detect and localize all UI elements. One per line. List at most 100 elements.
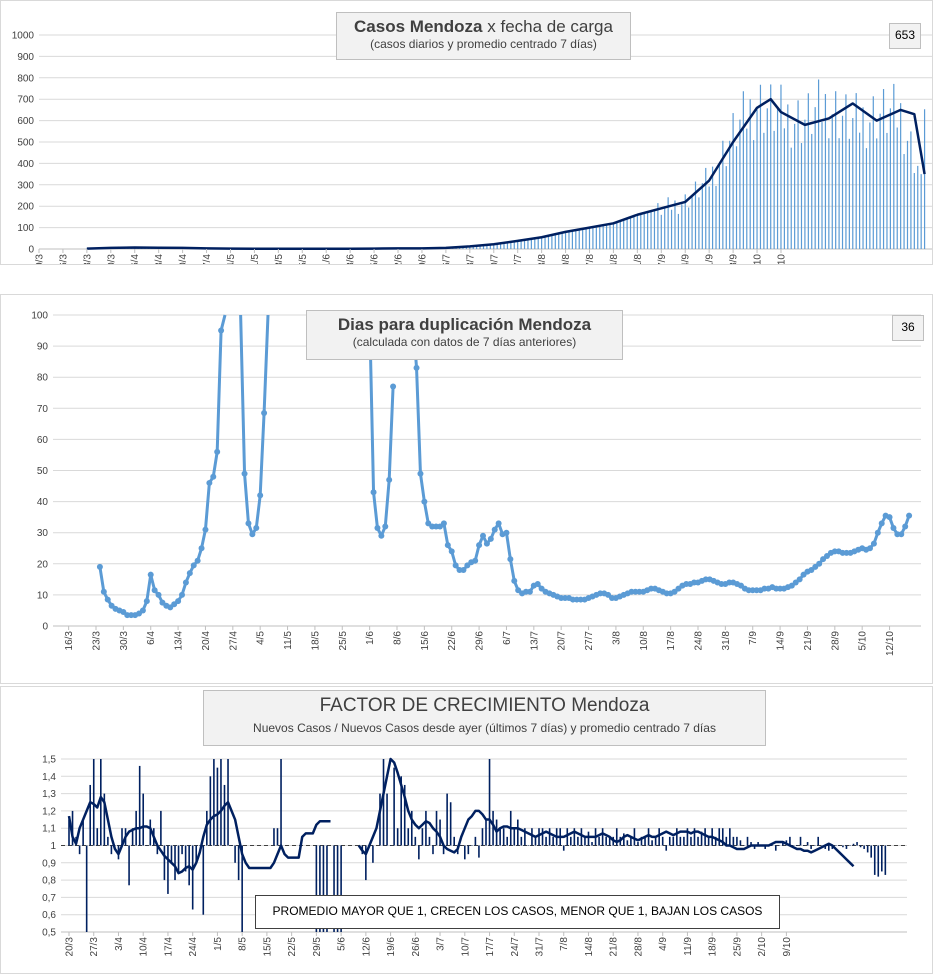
growth-daily-bar (803, 845, 805, 846)
growth-daily-bar (379, 793, 381, 846)
growth-daily-bar (665, 845, 668, 851)
growth-daily-bar (718, 828, 721, 846)
cases-daily-bar (564, 231, 567, 249)
cases-daily-bar (506, 241, 509, 249)
cases-daily-bar (544, 236, 546, 249)
cases-x-tick-label: 14/9 (681, 254, 692, 264)
cases-y-tick-label: 200 (17, 202, 34, 213)
cases-y-tick-label: 400 (17, 159, 34, 170)
cases-x-tick-label: 31/8 (633, 254, 644, 264)
cases-daily-bar (763, 132, 765, 249)
doubling-data-point (202, 526, 209, 533)
growth-daily-bar (668, 836, 671, 846)
growth-y-tick-label: 0,7 (42, 893, 56, 904)
cases-daily-bar (882, 89, 885, 249)
doubling-x-tick-label: 10/8 (639, 631, 650, 651)
growth-daily-bar (276, 828, 279, 846)
cases-daily-bar (636, 214, 638, 249)
cases-daily-bar (537, 237, 539, 249)
cases-daily-bar (893, 83, 895, 250)
doubling-data-point (390, 383, 397, 390)
cases-daily-bar (486, 244, 488, 249)
cases-daily-bar (708, 186, 710, 249)
growth-daily-bar (527, 845, 530, 846)
growth-daily-bar (548, 828, 551, 846)
growth-daily-bar (400, 776, 402, 846)
cases-daily-bar (633, 215, 635, 249)
doubling-x-tick-label: 3/8 (611, 631, 622, 645)
growth-daily-bar (852, 843, 855, 846)
growth-daily-bar (700, 831, 703, 846)
growth-x-tick-label: 24/4 (188, 937, 199, 957)
growth-daily-bar (806, 842, 809, 846)
cases-daily-bar (86, 248, 88, 250)
growth-daily-bar (386, 793, 388, 846)
cases-daily-bar (811, 133, 813, 249)
growth-average-line (67, 795, 331, 875)
cases-daily-bar (510, 241, 512, 249)
cases-daily-bar (773, 130, 775, 249)
growth-daily-bar (729, 828, 731, 846)
growth-daily-bar (817, 836, 819, 846)
doubling-x-tick-label: 22/6 (447, 631, 458, 651)
cases-daily-bar (523, 239, 526, 249)
cases-daily-bar (605, 224, 608, 249)
doubling-x-tick-label: 31/8 (721, 631, 732, 651)
growth-daily-bar (414, 836, 417, 846)
growth-daily-bar (743, 845, 745, 846)
growth-daily-bar (474, 836, 477, 846)
cases-daily-bar (602, 225, 604, 249)
growth-daily-bar (209, 776, 212, 846)
growth-daily-bar (234, 845, 236, 863)
doubling-data-point (507, 556, 514, 563)
growth-x-tick-label: 17/4 (163, 937, 174, 957)
cases-daily-bar (558, 233, 560, 249)
cases-x-tick-label: 9/3 (35, 254, 46, 264)
growth-daily-bar (220, 759, 222, 846)
doubling-y-tick-label: 20 (37, 559, 49, 570)
cases-x-tick-label: 13/4 (154, 254, 165, 264)
cases-x-tick-label: 16/3 (58, 254, 69, 264)
cases-x-tick-label: 3/8 (537, 254, 548, 264)
growth-x-tick-label: 4/9 (658, 937, 669, 951)
growth-daily-bar (273, 828, 275, 846)
growth-daily-bar (774, 845, 777, 851)
cases-daily-bar (817, 79, 820, 250)
growth-daily-bar (156, 845, 159, 855)
growth-y-tick-label: 0,5 (42, 928, 56, 939)
growth-daily-bar (577, 836, 579, 846)
doubling-data-point (386, 476, 393, 483)
doubling-data-point (448, 548, 455, 555)
cases-daily-bar (729, 140, 731, 249)
doubling-y-tick-label: 30 (37, 528, 49, 539)
growth-daily-bar (534, 836, 537, 846)
growth-daily-bar (478, 845, 480, 858)
doubling-x-tick-label: 20/4 (201, 631, 212, 651)
cases-daily-bar (582, 228, 584, 249)
growth-x-tick-label: 3/7 (436, 937, 447, 951)
cases-daily-bar (787, 104, 789, 249)
cases-daily-bar (828, 138, 830, 249)
cases-daily-bar (872, 96, 874, 249)
doubling-data-point (96, 563, 103, 570)
cases-y-tick-label: 0 (28, 245, 34, 256)
growth-daily-bar (103, 793, 106, 846)
growth-daily-bar (721, 828, 724, 846)
cases-daily-bar (517, 240, 519, 249)
cases-daily-bar (859, 132, 861, 249)
growth-daily-bar (601, 828, 604, 846)
growth-chart-title-upper: FACTOR DE CRECIMIENTO (319, 695, 566, 716)
cases-daily-bar (749, 99, 751, 250)
doubling-data-point (472, 557, 479, 564)
growth-daily-bar (520, 836, 523, 846)
doubling-data-point (495, 520, 502, 527)
cases-daily-bar (670, 209, 673, 249)
growth-daily-bar (481, 828, 484, 846)
growth-daily-bar (615, 828, 618, 846)
doubling-data-point (476, 542, 483, 549)
growth-daily-bar (82, 819, 84, 846)
cases-daily-bar (869, 122, 871, 249)
cases-daily-bar (835, 91, 837, 250)
growth-daily-bar (545, 836, 547, 846)
growth-daily-bar (640, 836, 643, 846)
